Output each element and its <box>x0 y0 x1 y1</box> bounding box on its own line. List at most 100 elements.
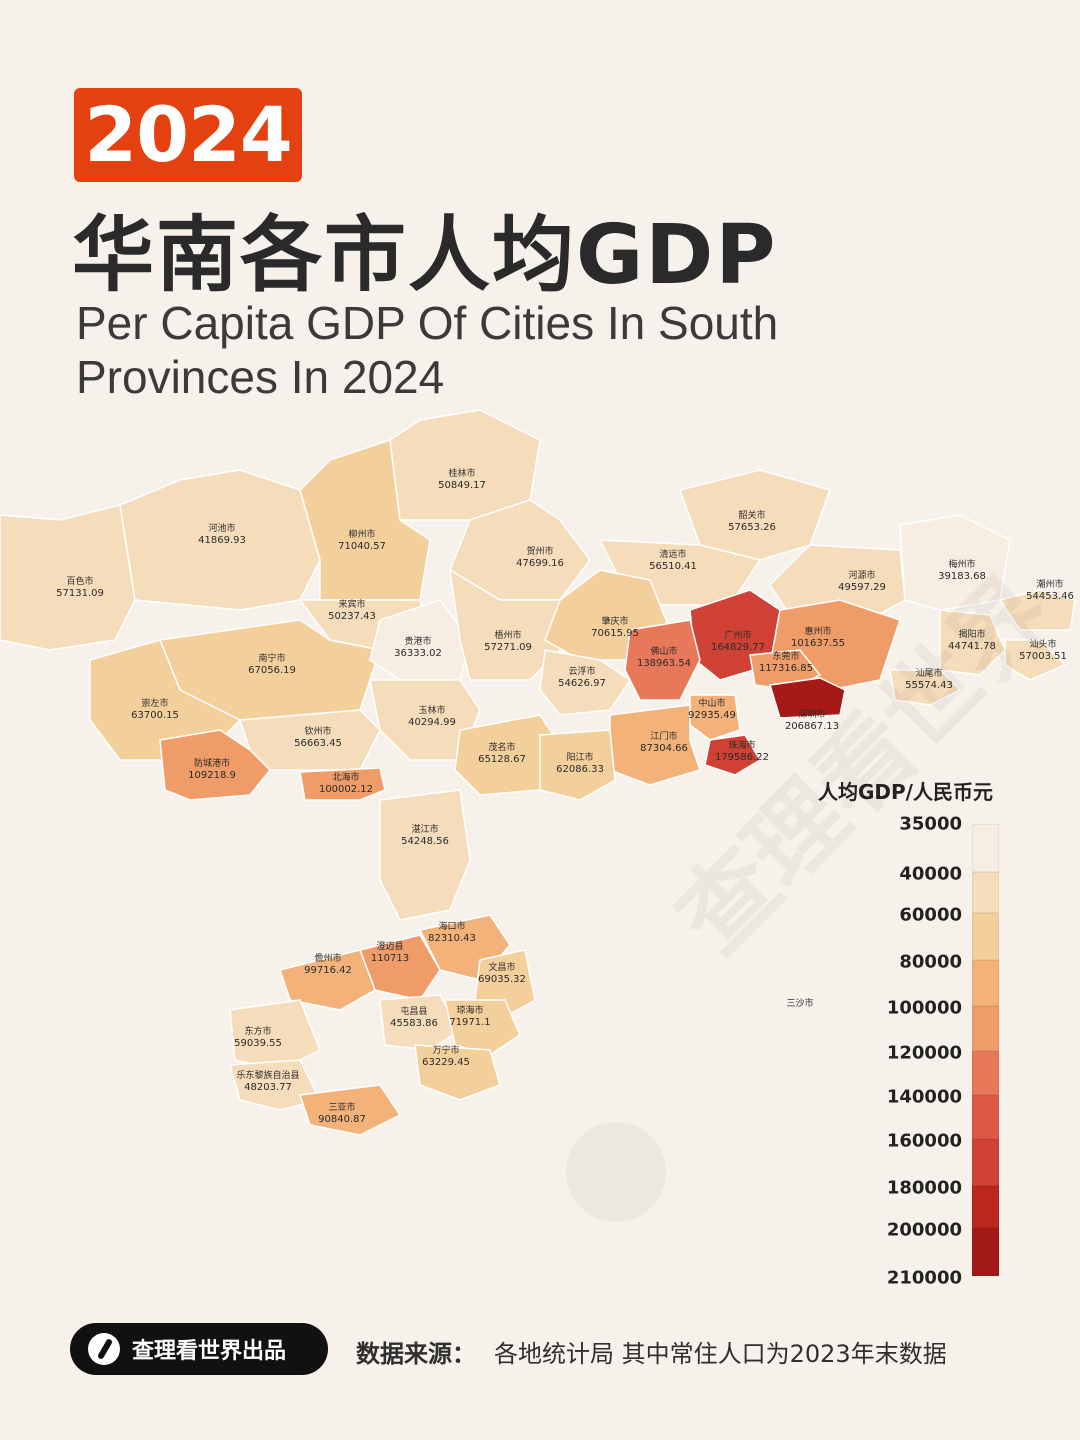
region-name-label: 佛山市 <box>650 645 677 657</box>
legend-swatch <box>972 913 999 960</box>
region-name-label: 中山市 <box>698 697 725 709</box>
region-value-label: 90840.87 <box>318 1114 366 1125</box>
region-value-label: 69035.32 <box>478 974 526 985</box>
legend-tick-label: 120000 <box>886 1042 962 1064</box>
region-value-label: 87304.66 <box>640 743 688 754</box>
region-name-label: 梅州市 <box>948 558 975 570</box>
legend-swatch <box>972 1006 999 1051</box>
region-value-label: 164829.77 <box>711 642 765 653</box>
region-name-label: 贺州市 <box>526 545 553 557</box>
region-value-label: 44741.78 <box>948 641 996 652</box>
region-13 <box>299 767 386 801</box>
region-value-label: 47699.16 <box>516 558 564 569</box>
legend-tick-label: 160000 <box>886 1130 962 1152</box>
region-39 <box>379 994 461 1051</box>
year-badge: 2024 <box>74 88 302 182</box>
region-value-label: 48203.77 <box>244 1082 292 1093</box>
legend-swatch <box>972 1139 999 1186</box>
region-name-label: 玉林市 <box>418 704 445 716</box>
region-27 <box>539 649 632 716</box>
region-value-label: 54626.97 <box>558 678 606 689</box>
region-22 <box>939 609 1006 676</box>
region-name-label: 北海市 <box>332 771 359 783</box>
legend-swatch <box>972 1095 999 1139</box>
region-name-label: 深圳市 <box>798 708 825 720</box>
region-value-label: 71040.57 <box>338 541 386 552</box>
region-value-label: 55574.43 <box>905 680 953 691</box>
region-value-label: 45583.86 <box>390 1018 438 1029</box>
region-value-label: 54248.56 <box>401 836 449 847</box>
legend-swatch <box>972 1051 999 1095</box>
region-value-label: 110713 <box>371 953 409 964</box>
region-value-label: 57653.26 <box>728 522 776 533</box>
region-value-label: 100002.12 <box>319 784 373 795</box>
region-value-label: 63700.15 <box>131 710 179 721</box>
region-name-label: 屯昌县 <box>400 1005 427 1017</box>
region-value-label: 67056.19 <box>248 665 296 676</box>
legend-tick-label: 100000 <box>886 997 962 1019</box>
region-name-label: 海口市 <box>438 920 465 932</box>
region-name-label: 江门市 <box>650 730 677 742</box>
brand-label: 查理看世界出品 <box>132 1339 287 1364</box>
region-37 <box>279 949 376 1011</box>
region-name-label: 柳州市 <box>348 528 375 540</box>
region-43 <box>229 1059 322 1111</box>
region-name-label: 澄迈县 <box>376 940 403 952</box>
region-name-label: 南宁市 <box>258 652 285 664</box>
region-value-label: 57131.09 <box>56 588 104 599</box>
region-name-label: 贵港市 <box>404 635 431 647</box>
legend-swatch <box>972 1186 999 1228</box>
region-value-label: 57003.51 <box>1019 651 1067 662</box>
region-34 <box>379 789 471 921</box>
region-value-label: 41869.93 <box>198 535 246 546</box>
region-value-label: 71971.1 <box>449 1017 490 1028</box>
region-name-label: 乐东黎族自治县 <box>236 1069 299 1081</box>
region-value-label: 62086.33 <box>556 764 604 775</box>
region-name-label: 琼海市 <box>456 1004 483 1016</box>
legend-tick-label: 60000 <box>899 904 962 926</box>
region-value-label: 57271.09 <box>484 642 532 653</box>
region-name-label: 茂名市 <box>488 741 515 753</box>
region-name-label: 清远市 <box>659 548 686 560</box>
region-name-label: 汕头市 <box>1029 638 1056 650</box>
region-name-label: 云浮市 <box>568 665 595 677</box>
region-33 <box>539 729 616 801</box>
region-name-label: 阳江市 <box>566 751 593 763</box>
region-name-label: 梧州市 <box>494 629 521 641</box>
brand-badge: 查理看世界出品 <box>70 1323 328 1375</box>
legend-tick-label: 40000 <box>899 863 962 885</box>
region-44 <box>298 1084 402 1136</box>
data-source-label: 数据来源： <box>356 1340 476 1368</box>
region-18 <box>998 589 1076 631</box>
region-name-label: 钦州市 <box>304 725 331 737</box>
page-title: 华南各市人均GDP <box>72 208 778 303</box>
region-value-label: 101637.55 <box>791 638 845 649</box>
region-value-label: 70615.95 <box>591 628 639 639</box>
region-value-label: 49597.29 <box>838 582 886 593</box>
region-value-label: 56663.45 <box>294 738 342 749</box>
region-value-label: 138963.54 <box>637 658 691 669</box>
region-name-label: 三亚市 <box>328 1101 355 1113</box>
legend-tick-label: 35000 <box>899 813 962 835</box>
region-name-label: 肇庆市 <box>601 615 628 627</box>
region-31 <box>704 734 762 776</box>
region-name-label: 汕尾市 <box>915 667 942 679</box>
region-name-label: 来宾市 <box>338 598 365 610</box>
region-name-label: 河源市 <box>848 569 875 581</box>
region-29 <box>769 677 846 719</box>
region-name-label: 三沙市 <box>786 997 813 1009</box>
page-subtitle: Per Capita GDP Of Cities In South Provin… <box>76 297 779 403</box>
data-source: 数据来源： 各地统计局 其中常住人口为2023年末数据 <box>356 1334 947 1369</box>
data-source-text: 各地统计局 其中常住人口为2023年末数据 <box>494 1340 947 1368</box>
region-value-label: 206867.13 <box>785 721 839 732</box>
region-name-label: 东方市 <box>244 1025 271 1037</box>
legend-tick-label: 180000 <box>886 1177 962 1199</box>
region-name-label: 潮州市 <box>1036 578 1063 590</box>
region-value-label: 117316.85 <box>759 663 813 674</box>
region-value-label: 50849.17 <box>438 480 486 491</box>
region-name-label: 文昌市 <box>488 961 515 973</box>
region-value-label: 39183.68 <box>938 571 986 582</box>
region-value-label: 59039.55 <box>234 1038 282 1049</box>
legend-swatch <box>972 960 999 1006</box>
